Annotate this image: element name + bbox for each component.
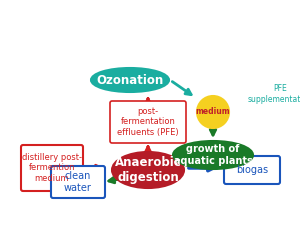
FancyBboxPatch shape	[51, 166, 105, 198]
Circle shape	[197, 96, 229, 128]
Text: distillery post-
fermention
medium: distillery post- fermention medium	[22, 153, 82, 183]
Text: growth of
aquatic plants: growth of aquatic plants	[174, 144, 252, 166]
FancyBboxPatch shape	[21, 145, 83, 191]
FancyBboxPatch shape	[224, 156, 280, 184]
Text: PFE
supplementation: PFE supplementation	[248, 84, 300, 104]
Text: medium: medium	[196, 108, 230, 117]
Ellipse shape	[173, 141, 253, 169]
Text: clean
water: clean water	[64, 171, 92, 193]
Ellipse shape	[91, 68, 169, 92]
Text: post-
fermentation
effluents (PFE): post- fermentation effluents (PFE)	[117, 107, 179, 137]
FancyBboxPatch shape	[110, 101, 186, 143]
Text: Anaerobic
digestion: Anaerobic digestion	[115, 156, 182, 184]
Ellipse shape	[112, 152, 184, 188]
Text: Ozonation: Ozonation	[96, 74, 164, 86]
Text: biogas: biogas	[236, 165, 268, 175]
